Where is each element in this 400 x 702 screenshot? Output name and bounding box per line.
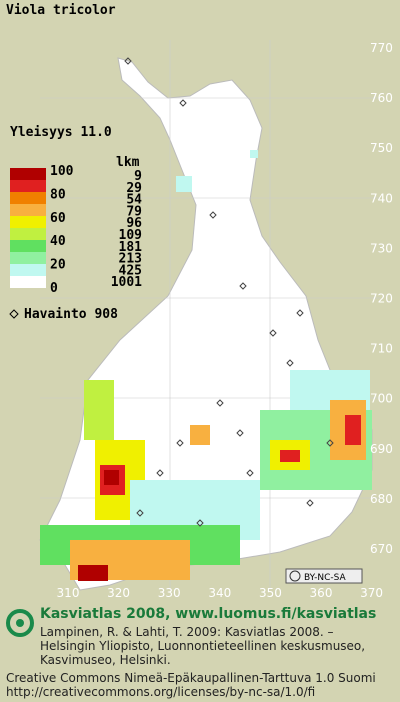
- legend-swatch: [10, 228, 46, 240]
- occurrence-cells: [40, 150, 372, 581]
- grid-x-label: 340: [208, 586, 231, 600]
- count-label: 181: [119, 240, 143, 255]
- count-label: 425: [119, 263, 142, 278]
- grid-y-label: 670: [370, 542, 393, 556]
- grid-x-label: 310: [57, 586, 80, 600]
- grid-y-label: 770: [370, 41, 393, 55]
- legend-swatch: [10, 204, 46, 216]
- grid-y-label: 750: [370, 141, 393, 155]
- count-label: 79: [126, 204, 142, 219]
- legend-swatch: [10, 276, 46, 288]
- license-badge-box: [285, 568, 363, 584]
- grid-x-label: 330: [158, 586, 181, 600]
- count-label: 96: [126, 216, 142, 231]
- observation-symbol: [9, 309, 19, 319]
- count-label: 1001: [111, 275, 142, 290]
- count-title: lkm: [116, 155, 140, 170]
- citation: Helsingin Yliopisto, Luonnontieteellinen…: [40, 639, 365, 653]
- count-label: 9: [134, 169, 142, 184]
- grid-y-label: 730: [370, 241, 393, 255]
- logo-center: [16, 619, 24, 627]
- legend-swatch: [10, 180, 46, 192]
- citation: Lampinen, R. & Lahti, T. 2009: Kasviatla…: [40, 625, 334, 639]
- legend-swatch: [10, 192, 46, 204]
- grid-x-label: 320: [107, 586, 130, 600]
- legend-swatch: [10, 240, 46, 252]
- percent-label: 80: [50, 187, 66, 202]
- count-label: 213: [119, 252, 142, 267]
- legend-bar: [10, 168, 46, 288]
- grid-y-label: 690: [370, 442, 393, 456]
- percent-label: 40: [50, 234, 66, 249]
- percent-label: 0: [50, 281, 58, 296]
- footer-heading: Kasviatlas 2008, www.luomus.fi/kasviatla…: [40, 606, 376, 622]
- percent-label: 20: [50, 258, 66, 273]
- title: Viola tricolor: [6, 3, 116, 18]
- frequency: Yleisyys 11.0: [10, 125, 112, 140]
- observation-markers: [124, 57, 334, 527]
- grid-y-label: 700: [370, 392, 393, 406]
- license-badge: BY-NC-SA: [304, 573, 347, 583]
- percent-label: 100: [50, 164, 74, 179]
- license-text: Creative Commons Nimeä-Epäkaupallinen-Ta…: [6, 671, 376, 685]
- grid-y-label: 720: [370, 292, 393, 306]
- percent-label: 60: [50, 211, 66, 226]
- legend-swatch: [10, 264, 46, 276]
- citation: Kasvimuseo, Helsinki.: [40, 653, 171, 667]
- grid-y-label: 710: [370, 342, 393, 356]
- grid-y-label: 680: [370, 492, 393, 506]
- license-url: http://creativecommons.org/licenses/by-n…: [6, 685, 315, 699]
- grid-x-label: 360: [310, 586, 333, 600]
- count-label: 29: [126, 181, 142, 196]
- observations: Havainto 908: [24, 307, 118, 322]
- grid-x-label: 370: [360, 586, 383, 600]
- logo: [6, 609, 34, 637]
- grid-y-label: 760: [370, 91, 393, 105]
- grid-y-label: 740: [370, 191, 393, 205]
- legend-swatch: [10, 252, 46, 264]
- legend-swatch: [10, 168, 46, 180]
- legend-swatch: [10, 216, 46, 228]
- cc-icon: [289, 570, 301, 582]
- count-label: 109: [119, 228, 142, 243]
- count-label: 54: [126, 193, 142, 208]
- grid-x-label: 350: [259, 586, 282, 600]
